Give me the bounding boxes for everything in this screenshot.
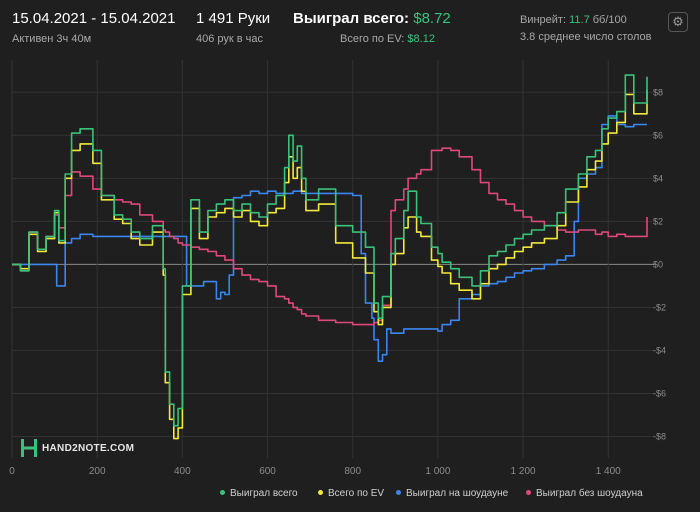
header: 15.04.2021 - 15.04.2021 Активен 3ч 40м 1… — [0, 0, 700, 52]
legend-swatch — [396, 489, 401, 495]
x-tick-label: 1 400 — [596, 466, 621, 477]
hand2note-logo: HAND2NOTE.COM — [20, 438, 134, 460]
hand2note-logo-icon — [21, 439, 37, 457]
hands-count: 1 491 Руки — [196, 10, 271, 27]
ev-total-value: $8.12 — [407, 33, 435, 45]
y-tick-label: $2 — [653, 216, 663, 226]
won-total: Выиграл всего: $8.72 — [293, 10, 451, 27]
won-total-value: $8.72 — [413, 10, 451, 27]
x-tick-label: 400 — [174, 466, 191, 477]
x-tick-label: 1 200 — [511, 466, 536, 477]
legend-label: Выиграл без шоудауна — [536, 488, 643, 499]
ev-total-label: Всего по EV: — [340, 33, 405, 45]
winrate-unit: бб/100 — [592, 14, 627, 26]
y-tick-label: -$4 — [653, 345, 666, 355]
x-tick-label: 1 000 — [425, 466, 450, 477]
y-tick-label: -$6 — [653, 388, 666, 398]
x-tick-label: 0 — [9, 466, 15, 477]
winrate-value: 11.7 — [569, 14, 590, 26]
series-line-won-no-showdown — [12, 147, 648, 326]
legend-label: Выиграл на шоудауне — [406, 488, 509, 499]
legend-item-won-no-showdown[interactable]: Выиграл без шоудауна — [526, 488, 643, 499]
chart-legend: Выиграл всего Всего по EV Выиграл на шоу… — [200, 488, 700, 506]
hand2note-logo-text: HAND2NOTE.COM — [42, 443, 135, 454]
winrate: Винрейт: 11.7 бб/100 — [520, 14, 627, 26]
x-tick-label: 600 — [259, 466, 276, 477]
settings-gear-icon[interactable]: ⚙ — [668, 12, 688, 32]
y-tick-label: -$2 — [653, 302, 666, 312]
legend-label: Всего по EV — [328, 488, 385, 499]
ev-total: Всего по EV: $8.12 — [340, 33, 435, 45]
x-tick-label: 800 — [344, 466, 361, 477]
y-tick-label: $8 — [653, 87, 663, 97]
tables-average: 3.8 среднее число столов — [520, 31, 652, 43]
legend-swatch — [526, 489, 531, 495]
hands-per-hour: 406 рук в час — [196, 33, 264, 45]
x-tick-label: 200 — [89, 466, 106, 477]
y-tick-label: $6 — [653, 130, 663, 140]
y-tick-label: $4 — [653, 173, 663, 183]
series-line-won-showdown — [12, 115, 647, 362]
active-time: Активен 3ч 40м — [12, 33, 92, 45]
legend-swatch — [220, 489, 225, 495]
legend-item-won-showdown[interactable]: Выиграл на шоудауне — [396, 488, 508, 499]
y-tick-label: -$8 — [653, 431, 666, 441]
winrate-label: Винрейт: — [520, 14, 567, 26]
legend-swatch — [318, 489, 323, 495]
legend-item-won-total[interactable]: Выиграл всего — [220, 488, 298, 499]
y-tick-label: $0 — [653, 259, 663, 269]
date-range: 15.04.2021 - 15.04.2021 — [12, 10, 176, 27]
won-total-label: Выиграл всего: — [293, 10, 410, 27]
series-line-won-total — [12, 74, 648, 427]
legend-label: Выиграл всего — [230, 488, 298, 499]
legend-item-won-ev[interactable]: Всего по EV — [318, 488, 384, 499]
